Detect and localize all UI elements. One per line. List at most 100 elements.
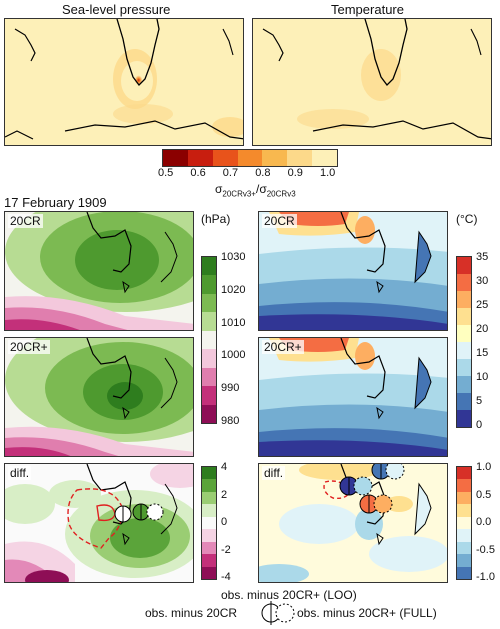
colorbar-tick-label: 1010 bbox=[221, 316, 246, 329]
colorbar-swatch bbox=[202, 541, 216, 555]
slp-ratio-map bbox=[4, 18, 244, 146]
legend-obs-20cr-text: obs. minus 20CR bbox=[145, 606, 238, 620]
temp-20crplus-label: 20CR+ bbox=[262, 340, 304, 354]
legend-loo-text: obs. minus 20CR+ (LOO) bbox=[221, 588, 357, 602]
colorbar-tick-label: 0.0 bbox=[476, 516, 492, 528]
temp-title: Temperature bbox=[331, 2, 404, 17]
ratio-colorbar-label: σ20CRv3+/σ20CRv3 bbox=[215, 182, 296, 199]
colorbar-swatch bbox=[202, 367, 216, 387]
temp-diff-map: diff. bbox=[258, 463, 448, 583]
temp-diff-colorbar bbox=[456, 466, 472, 580]
colorbar-tick-label: 0 bbox=[476, 419, 483, 431]
colorbar-tick-label: -4 bbox=[221, 571, 231, 583]
colorbar-swatch bbox=[457, 325, 471, 342]
colorbar-swatch bbox=[457, 359, 471, 376]
temp-diff-label: diff. bbox=[262, 466, 286, 480]
colorbar-swatch bbox=[202, 330, 216, 350]
colorbar-tick-label: 25 bbox=[476, 299, 489, 311]
colorbar-swatch bbox=[202, 529, 216, 542]
colorbar-tick-label: -1.0 bbox=[476, 571, 495, 583]
colorbar-tick-label: 0.9 bbox=[287, 167, 303, 179]
legend-full-text: obs. minus 20CR+ (FULL) bbox=[297, 606, 437, 620]
colorbar-swatch bbox=[457, 504, 471, 517]
colorbar-swatch bbox=[163, 150, 188, 166]
colorbar-tick-label: 1020 bbox=[221, 283, 246, 296]
colorbar-tick-label: 10 bbox=[476, 371, 489, 383]
slp-abs-colorbar bbox=[201, 256, 217, 424]
colorbar-tick-label: 0 bbox=[221, 516, 228, 528]
temp-unit: (°C) bbox=[456, 212, 478, 226]
temp-ratio-map bbox=[252, 18, 492, 146]
colorbar-swatch bbox=[312, 150, 338, 166]
colorbar-tick-label: 0.8 bbox=[255, 167, 271, 179]
colorbar-swatch bbox=[457, 342, 471, 359]
colorbar-swatch bbox=[237, 150, 263, 166]
colorbar-swatch bbox=[457, 529, 471, 542]
colorbar-tick-label: -0.5 bbox=[476, 543, 495, 556]
colorbar-tick-label: 1.0 bbox=[476, 461, 492, 473]
legend-circle-icon bbox=[261, 601, 295, 625]
legend: obs. minus 20CR+ (LOO) obs. minus 20CR o… bbox=[145, 588, 475, 628]
colorbar-swatch bbox=[457, 516, 471, 530]
colorbar-swatch bbox=[457, 393, 471, 410]
slp-diff-label: diff. bbox=[8, 466, 32, 480]
slp-20cr-map: 20CR bbox=[4, 211, 194, 331]
slp-20crplus-label: 20CR+ bbox=[8, 340, 50, 354]
colorbar-swatch bbox=[457, 479, 471, 492]
temp-abs-colorbar bbox=[456, 256, 472, 428]
colorbar-swatch bbox=[457, 541, 471, 555]
colorbar-swatch bbox=[202, 467, 216, 480]
slp-diff-colorbar bbox=[201, 466, 217, 580]
colorbar-tick-label: -2 bbox=[221, 543, 231, 556]
temp-20cr-map: 20CR bbox=[258, 211, 448, 331]
colorbar-swatch bbox=[457, 257, 471, 274]
colorbar-tick-label: 0.7 bbox=[222, 167, 239, 179]
colorbar-tick-label: 20 bbox=[476, 323, 489, 335]
colorbar-tick-label: 30 bbox=[476, 275, 489, 287]
colorbar-swatch bbox=[202, 554, 216, 567]
slp-20cr-label: 20CR bbox=[8, 214, 43, 228]
colorbar-tick-label: 2 bbox=[221, 488, 228, 501]
colorbar-swatch bbox=[212, 150, 238, 166]
colorbar-tick-label: 0.5 bbox=[476, 488, 492, 501]
colorbar-swatch bbox=[287, 150, 313, 166]
slp-20crplus-map: 20CR+ bbox=[4, 337, 194, 457]
temp-20crplus-map: 20CR+ bbox=[258, 337, 448, 457]
colorbar-tick-label: 1030 bbox=[221, 251, 246, 263]
colorbar-swatch bbox=[202, 349, 216, 368]
colorbar-swatch bbox=[187, 150, 213, 166]
colorbar-swatch bbox=[202, 293, 216, 313]
colorbar-tick-label: 15 bbox=[476, 347, 489, 359]
colorbar-swatch bbox=[262, 150, 288, 166]
colorbar-tick-label: 35 bbox=[476, 251, 489, 263]
colorbar-tick-label: 990 bbox=[221, 382, 240, 395]
colorbar-tick-label: 980 bbox=[221, 415, 240, 427]
colorbar-swatch bbox=[202, 312, 216, 331]
colorbar-tick-label: 0.6 bbox=[190, 167, 206, 179]
colorbar-swatch bbox=[202, 566, 216, 579]
colorbar-swatch bbox=[457, 291, 471, 308]
colorbar-swatch bbox=[202, 275, 216, 294]
colorbar-swatch bbox=[457, 566, 471, 579]
colorbar-swatch bbox=[202, 491, 216, 505]
colorbar-tick-label: 0.5 bbox=[158, 167, 174, 179]
ratio-colorbar bbox=[162, 149, 338, 167]
colorbar-swatch bbox=[457, 491, 471, 505]
colorbar-swatch bbox=[457, 376, 471, 393]
colorbar-swatch bbox=[202, 404, 216, 423]
colorbar-swatch bbox=[202, 516, 216, 530]
colorbar-swatch bbox=[457, 308, 471, 325]
colorbar-tick-label: 1000 bbox=[221, 349, 246, 362]
colorbar-swatch bbox=[457, 554, 471, 567]
slp-diff-map: diff. bbox=[4, 463, 194, 583]
colorbar-swatch bbox=[457, 410, 471, 427]
colorbar-tick-label: 4 bbox=[221, 461, 228, 473]
colorbar-swatch bbox=[202, 386, 216, 405]
colorbar-tick-label: 5 bbox=[476, 395, 483, 407]
slp-unit: (hPa) bbox=[201, 212, 231, 226]
colorbar-swatch bbox=[202, 479, 216, 492]
colorbar-swatch bbox=[202, 504, 216, 517]
temp-20cr-label: 20CR bbox=[262, 214, 297, 228]
colorbar-tick-label: 1.0 bbox=[320, 167, 336, 179]
colorbar-swatch bbox=[457, 467, 471, 480]
